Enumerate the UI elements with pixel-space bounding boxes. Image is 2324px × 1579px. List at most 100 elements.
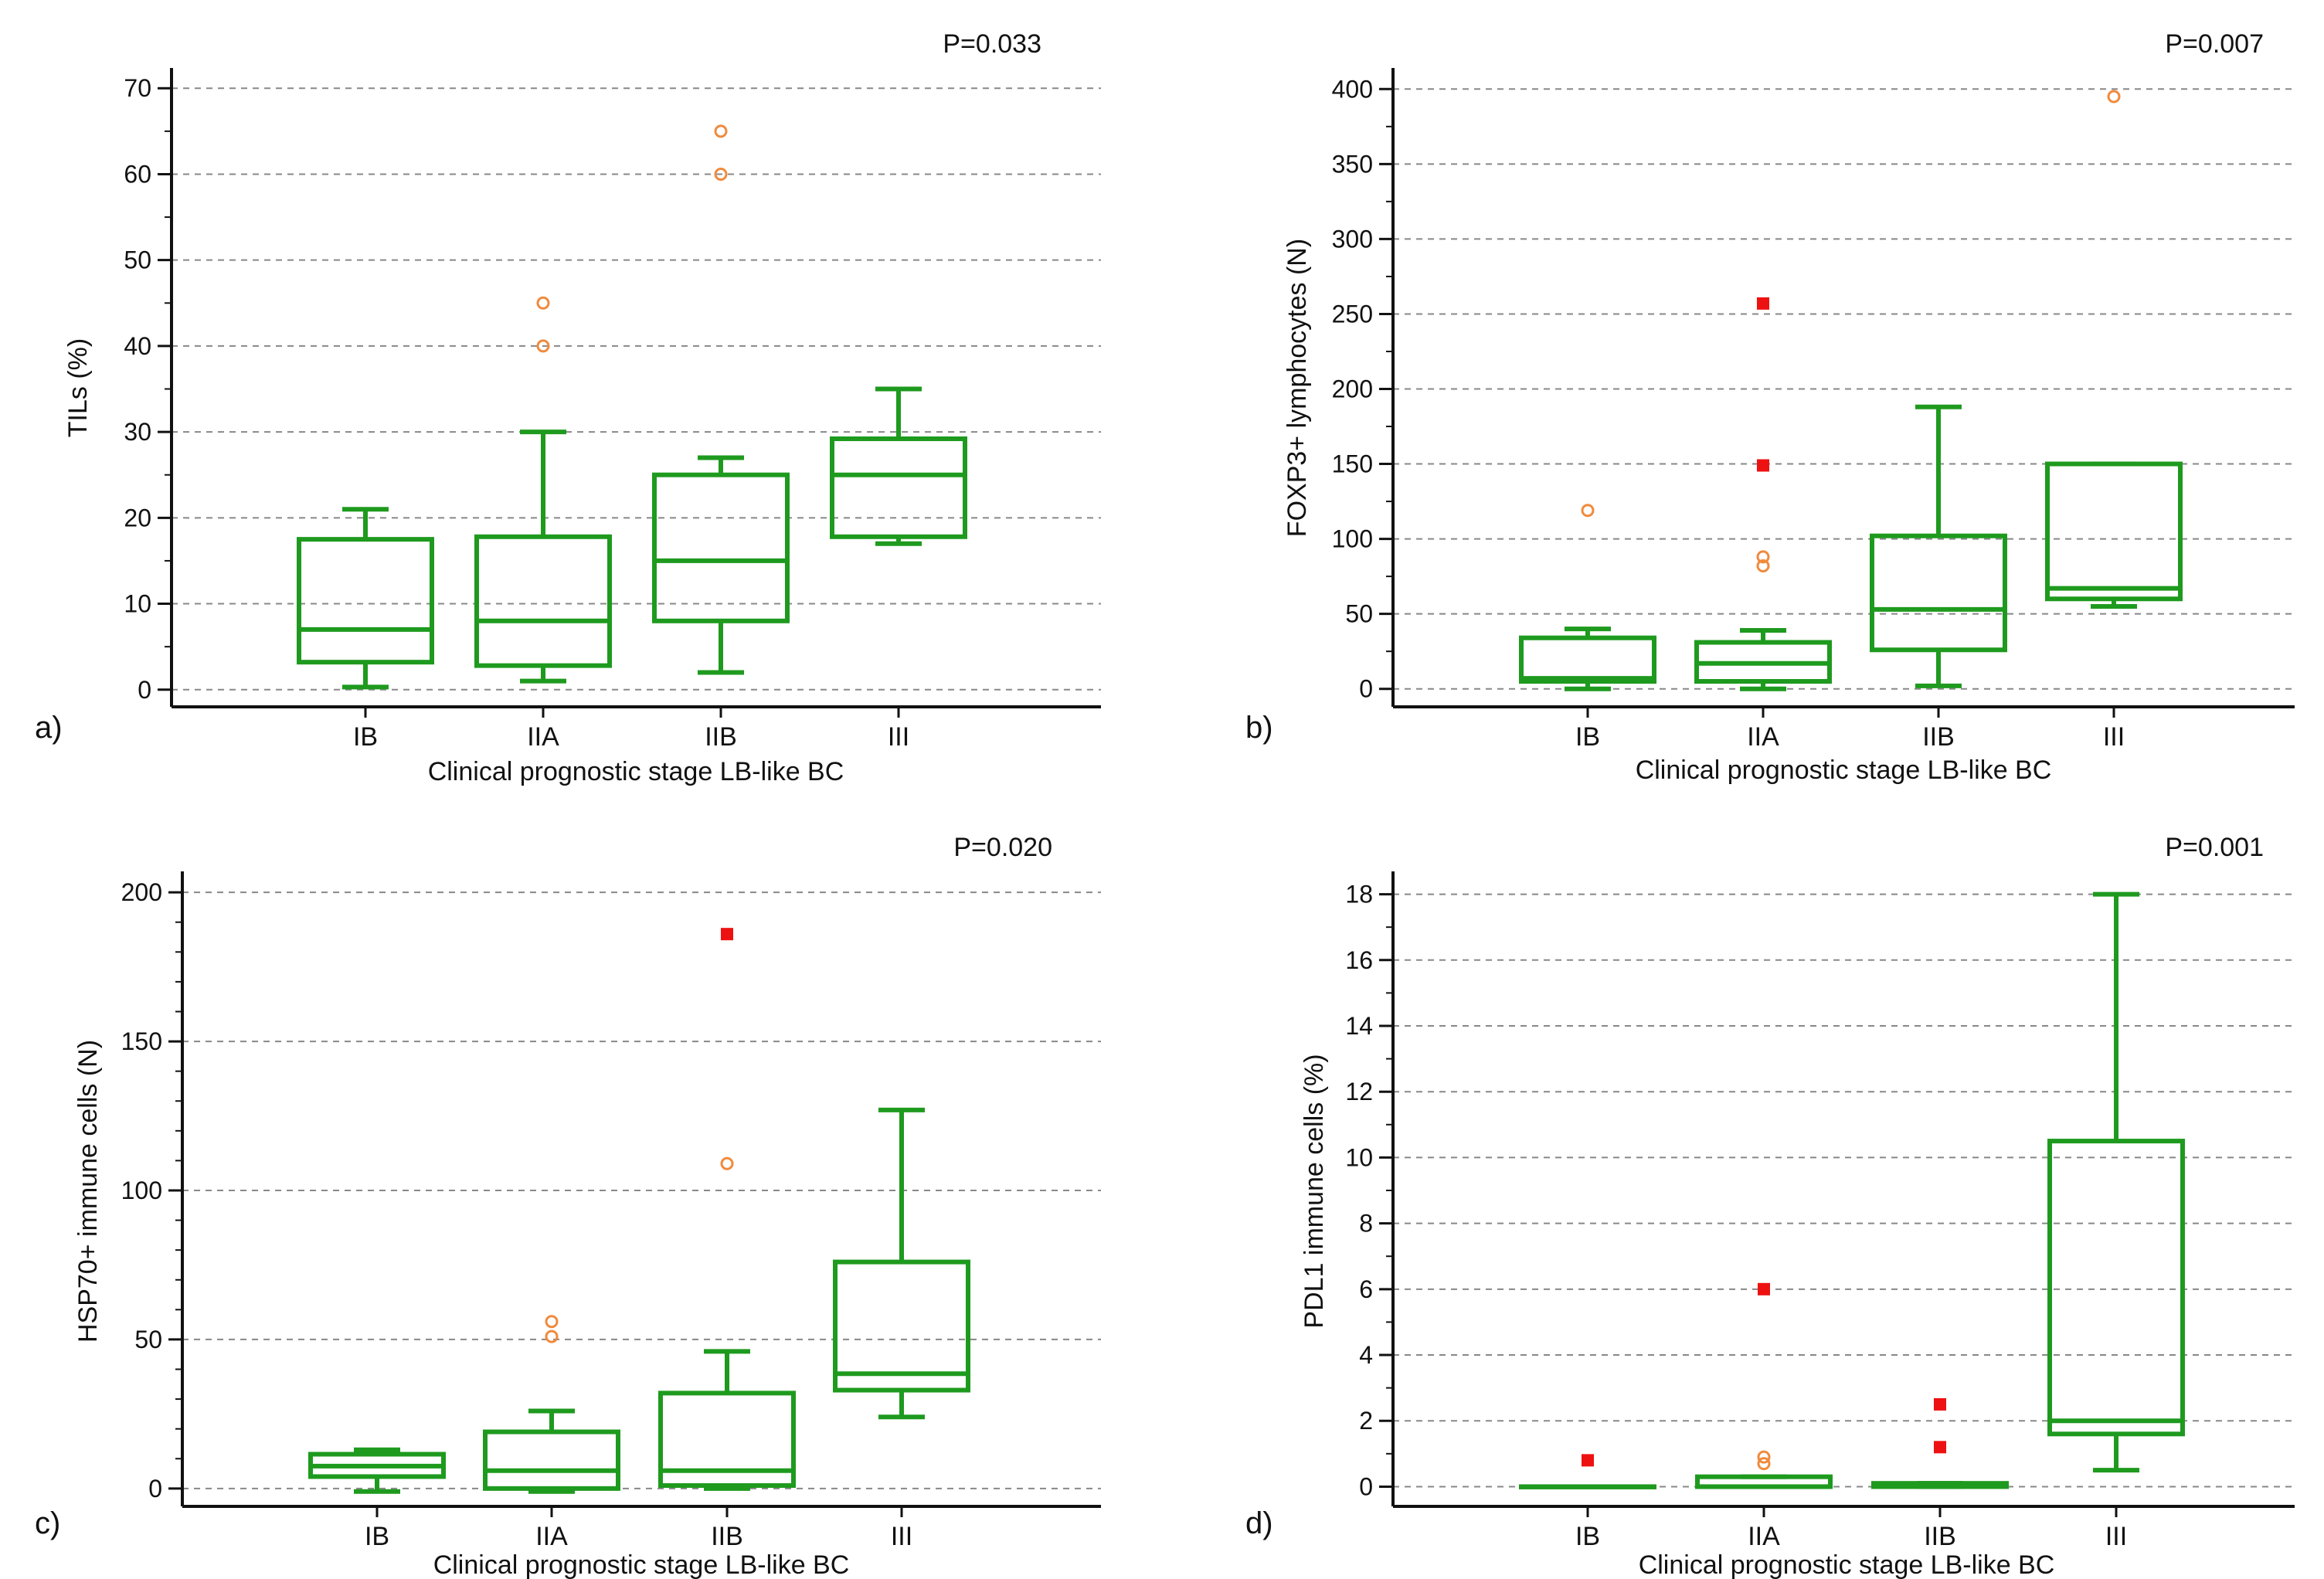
y-tick-label: 50 — [1345, 600, 1373, 628]
x-tick-label-IIA: IIA — [535, 1522, 568, 1551]
y-tick-label: 350 — [1332, 150, 1373, 178]
box-iqr — [830, 436, 967, 539]
box-III — [2047, 891, 2185, 1473]
outlier-filled — [1934, 1397, 1946, 1411]
y-tick-label: 14 — [1345, 1012, 1373, 1040]
box-IB — [1519, 1484, 1656, 1489]
y-tick-label: 8 — [1359, 1210, 1373, 1238]
outlier-filled — [1934, 1441, 1946, 1454]
box-iqr — [474, 534, 612, 668]
x-axis-title: Clinical prognostic stage LB-like BC — [433, 1550, 850, 1579]
y-tick-label: 0 — [1359, 1472, 1373, 1500]
y-tick-label: 20 — [124, 504, 151, 531]
outlier-open — [545, 1329, 559, 1343]
x-tick-label-IIB: IIB — [1924, 1522, 1956, 1551]
x-tick-label-IIB: IIB — [1922, 722, 1955, 752]
y-tick-label: 10 — [1345, 1143, 1373, 1171]
panel-d: 0 2 4 6 8 10 12 14 16 18 IB IIA IIB III P=0.001 d) Clini… — [1245, 833, 2295, 1579]
box-IB — [1519, 627, 1656, 691]
x-axis-title: Clinical prognostic stage LB-like BC — [428, 757, 844, 786]
box-iqr — [1519, 635, 1656, 684]
x-tick-label-III: III — [888, 722, 909, 752]
outlier-open — [1756, 559, 1770, 573]
box-iqr — [652, 472, 790, 623]
x-tick-label-IB: IB — [1575, 1522, 1600, 1551]
y-tick-label: 200 — [121, 878, 162, 906]
box-IB — [297, 507, 434, 690]
panel-a: 0 10 20 30 40 50 60 70 IB IIA IIB III P=0.033 a) Clini… — [35, 29, 1101, 786]
box-iqr — [483, 1429, 620, 1491]
box-iqr — [2047, 1139, 2185, 1437]
y-tick-label: 150 — [1332, 450, 1373, 478]
p-value: P=0.020 — [953, 833, 1052, 862]
x-tick-label-IB: IB — [353, 722, 378, 752]
x-axis-title: Clinical prognostic stage LB-like BC — [1636, 756, 2052, 785]
y-axis-title: TILs (%) — [63, 338, 93, 437]
box-IIA — [483, 1408, 620, 1494]
outlier-filled — [721, 928, 733, 941]
x-axis-title: Clinical prognostic stage LB-like BC — [1639, 1550, 2055, 1579]
outlier-open — [536, 339, 550, 353]
box-IIB — [1870, 404, 2007, 688]
y-tick-label: 60 — [124, 160, 151, 188]
box-iqr — [297, 537, 434, 665]
y-tick-label: 0 — [148, 1475, 162, 1503]
y-tick-label: 50 — [124, 246, 151, 274]
y-tick-label: 70 — [124, 74, 151, 102]
p-value: P=0.001 — [2165, 833, 2264, 862]
outlier-open — [1757, 1457, 1771, 1471]
box-IIB — [1871, 1481, 2009, 1489]
y-tick-label: 200 — [1332, 375, 1373, 403]
y-tick-label: 400 — [1332, 75, 1373, 103]
outlier-open — [720, 1156, 734, 1170]
x-tick-label-IIB: IIB — [705, 722, 737, 752]
outlier-open — [1581, 504, 1595, 518]
x-tick-label-IIB: IIB — [711, 1522, 743, 1551]
panel-label: d) — [1245, 1506, 1273, 1540]
box-III — [2045, 461, 2183, 609]
box-iqr — [2045, 461, 2183, 602]
y-axis-title: HSP70+ immune cells (N) — [73, 1040, 103, 1343]
box-III — [830, 386, 967, 546]
y-axis-title: FOXP3+ lymphocytes (N) — [1283, 239, 1312, 537]
y-tick-label: 10 — [124, 590, 151, 618]
y-tick-label: 150 — [121, 1027, 162, 1055]
y-tick-label: 18 — [1345, 881, 1373, 908]
outlier-filled — [1757, 297, 1769, 310]
box-IIA — [1695, 1474, 1833, 1489]
x-tick-label-IB: IB — [1575, 722, 1600, 752]
box-IIB — [658, 1349, 796, 1491]
box-iqr — [1870, 533, 2007, 653]
x-tick-label-III: III — [891, 1522, 912, 1551]
p-value: P=0.007 — [2165, 29, 2264, 59]
y-tick-label: 40 — [124, 332, 151, 360]
outlier-open — [1756, 550, 1770, 564]
y-tick-label: 250 — [1332, 300, 1373, 328]
x-tick-label-III: III — [2103, 722, 2125, 752]
panel-c: 0 50 100 150 200 IB IIA IIB III P=0.020 c) Clinical… — [35, 833, 1101, 1579]
panel-label: a) — [35, 711, 63, 745]
outlier-open — [536, 296, 550, 310]
box-IB — [308, 1447, 446, 1494]
panel-b: 0 50 100 150 200 250 300 350 400 IB IIA IIB III P=0.0… — [1245, 29, 2295, 785]
outlier-filled — [1757, 459, 1769, 472]
panel-label: b) — [1245, 711, 1273, 745]
outlier-open — [2107, 90, 2121, 104]
x-tick-label-IIA: IIA — [527, 722, 559, 752]
outlier-open — [1757, 1450, 1771, 1464]
box-IIA — [474, 430, 612, 684]
y-tick-label: 2 — [1359, 1407, 1373, 1435]
y-tick-label: 50 — [134, 1326, 162, 1353]
outlier-filled — [1582, 1454, 1594, 1467]
x-tick-label-IIA: IIA — [1748, 1522, 1780, 1551]
y-tick-label: 0 — [1359, 675, 1373, 703]
y-tick-label: 12 — [1345, 1078, 1373, 1105]
y-tick-label: 100 — [1332, 525, 1373, 553]
box-III — [833, 1107, 970, 1420]
box-IIB — [652, 455, 790, 675]
x-tick-label-III: III — [2105, 1522, 2127, 1551]
y-axis-title: PDL1 immune cells (%) — [1300, 1054, 1329, 1328]
p-value: P=0.033 — [943, 29, 1041, 59]
panel-label: c) — [35, 1506, 60, 1540]
